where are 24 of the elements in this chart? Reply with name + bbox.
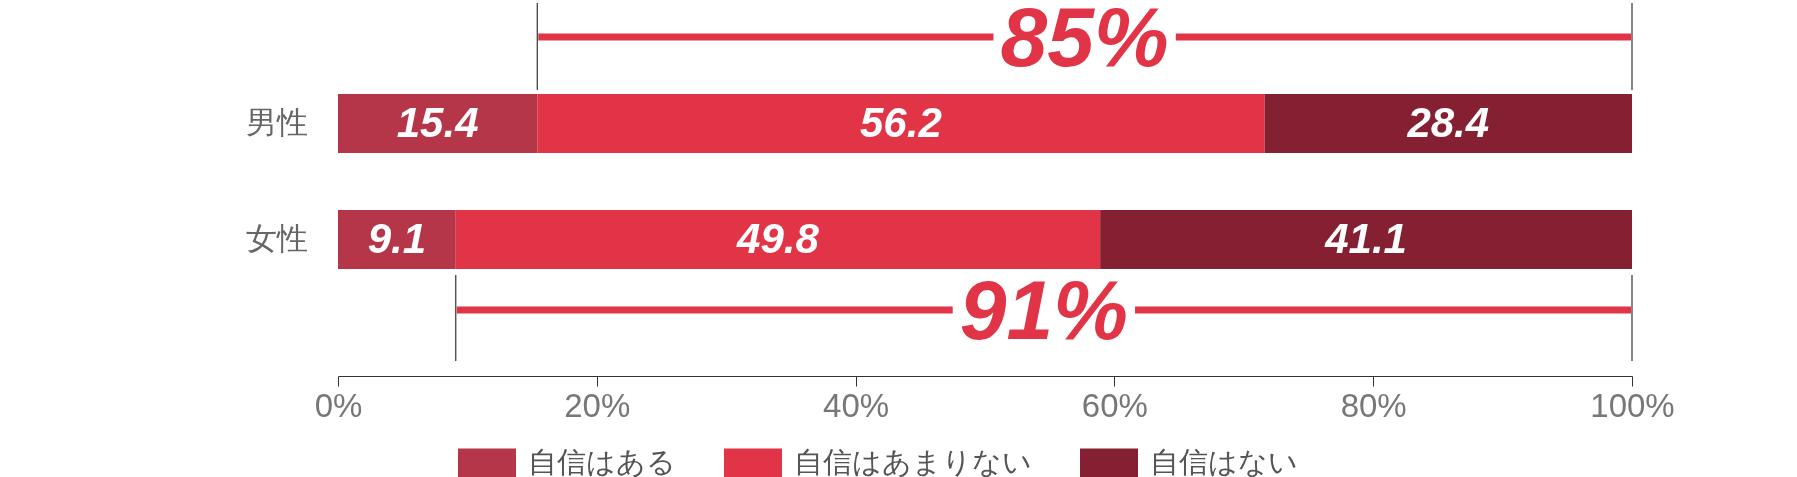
y-tick-label: 男性 bbox=[245, 104, 308, 140]
bar bbox=[455, 210, 1101, 269]
y-tick-label: 女性 bbox=[245, 220, 308, 256]
annotation: 91% bbox=[959, 263, 1128, 357]
data-label: 56.2 bbox=[860, 98, 942, 146]
bar bbox=[537, 94, 1265, 153]
legend-label: 自信はある bbox=[528, 446, 676, 477]
text: 85% bbox=[1000, 0, 1169, 84]
data-label: 28.4 bbox=[1406, 98, 1490, 146]
data-label: 41.1 bbox=[1324, 214, 1407, 262]
legend-label: 自信はない bbox=[1150, 446, 1298, 477]
data-label: 15.4 bbox=[396, 98, 479, 146]
bar bbox=[1264, 94, 1632, 153]
x-tick-label: 80% bbox=[1340, 386, 1407, 424]
x-tick-label: 40% bbox=[823, 386, 890, 424]
bar bbox=[1100, 210, 1632, 269]
x-tick-label: 0% bbox=[314, 386, 363, 424]
legend-label: 自信はあまりない bbox=[794, 446, 1032, 477]
x-tick-label: 20% bbox=[564, 386, 631, 424]
x-tick-label: 60% bbox=[1081, 386, 1148, 424]
data-label: 9.1 bbox=[367, 214, 427, 262]
x-tick-label: 100% bbox=[1590, 386, 1675, 424]
bar bbox=[338, 94, 538, 153]
data-label: 49.8 bbox=[736, 214, 820, 262]
